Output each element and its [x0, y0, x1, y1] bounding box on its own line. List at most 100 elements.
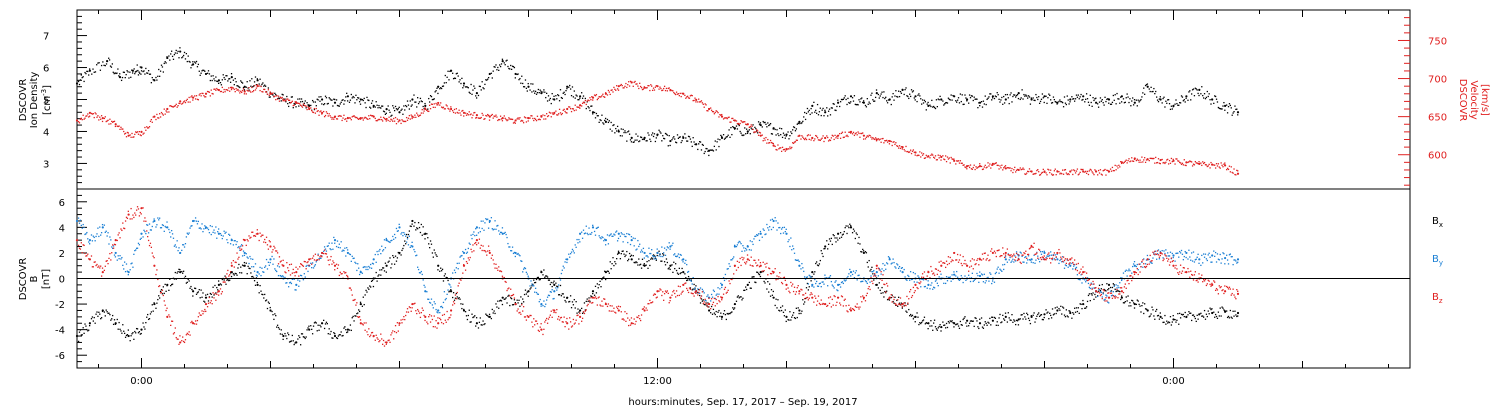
interp-point [388, 241, 390, 243]
interp-point [976, 167, 978, 169]
interp-point [457, 298, 459, 300]
interp-point [1025, 318, 1027, 320]
interp-point [1154, 318, 1156, 320]
interp-point [1015, 171, 1017, 173]
interp-point [797, 259, 799, 261]
interp-point [319, 257, 321, 259]
interp-point [581, 231, 583, 233]
interp-point [573, 90, 575, 92]
interp-point [194, 217, 197, 219]
interp-point [268, 96, 270, 98]
interp-point [407, 233, 410, 236]
interp-point [1132, 97, 1134, 99]
interp-point [435, 102, 437, 105]
interp-point [191, 95, 193, 97]
interp-point [1054, 307, 1056, 309]
interp-point [449, 70, 451, 73]
interp-point [238, 86, 240, 88]
interp-point [558, 108, 561, 111]
interp-point [126, 131, 129, 134]
interp-point [242, 250, 245, 252]
data-point [475, 226, 478, 229]
interp-point [145, 321, 147, 324]
interp-point [308, 325, 310, 327]
interp-point [552, 98, 554, 100]
interp-point [1140, 161, 1142, 163]
interp-point [208, 232, 211, 234]
interp-point [817, 285, 820, 288]
interp-point [288, 341, 291, 343]
interp-point [535, 119, 538, 122]
interp-point [531, 285, 533, 287]
interp-point [146, 72, 148, 74]
interp-point [1157, 100, 1160, 103]
interp-point [646, 140, 648, 142]
interp-point [922, 102, 925, 104]
interp-point [170, 236, 172, 238]
interp-point [508, 117, 510, 119]
interp-point [947, 276, 950, 279]
interp-point [764, 282, 766, 284]
interp-point [160, 288, 163, 291]
interp-point [208, 91, 211, 93]
interp-point [815, 135, 818, 137]
interp-point [229, 234, 231, 236]
interp-point [615, 231, 617, 233]
interp-point [1003, 319, 1006, 321]
interp-point [338, 334, 340, 336]
interp-point [781, 136, 784, 139]
interp-point [1222, 166, 1224, 168]
data-point [604, 92, 608, 95]
interp-point [886, 290, 888, 292]
interp-point [968, 165, 970, 167]
interp-point [1090, 293, 1092, 295]
data-point [424, 290, 427, 293]
data-point [359, 98, 362, 101]
data-point [901, 146, 904, 149]
interp-point [663, 87, 665, 90]
interp-point [549, 97, 551, 100]
interp-point [886, 100, 888, 102]
interp-point [302, 103, 305, 105]
interp-point [503, 62, 505, 64]
interp-point [965, 97, 967, 99]
interp-point [700, 100, 703, 102]
interp-point [978, 166, 980, 168]
interp-point [932, 106, 934, 108]
interp-point [815, 282, 817, 285]
interp-point [479, 317, 481, 319]
interp-point [642, 247, 645, 250]
interp-point [256, 84, 258, 86]
interp-point [291, 278, 293, 281]
interp-point [891, 144, 893, 147]
interp-point [253, 270, 256, 272]
interp-point [290, 340, 293, 342]
interp-point [728, 129, 730, 131]
interp-point [801, 122, 803, 124]
data-point [682, 258, 685, 261]
interp-point [639, 251, 642, 253]
interp-point [793, 252, 796, 254]
interp-point [551, 92, 553, 95]
interp-point [483, 118, 485, 120]
interp-point [924, 157, 927, 159]
interp-point [985, 280, 987, 282]
interp-point [1036, 96, 1038, 99]
interp-point [829, 114, 832, 116]
interp-point [439, 311, 441, 314]
interp-point [1015, 260, 1017, 262]
data-point [669, 264, 672, 267]
interp-point [943, 158, 945, 160]
interp-point [273, 318, 275, 321]
interp-point [557, 113, 560, 115]
interp-point [155, 118, 157, 121]
interp-point [430, 95, 433, 98]
interp-point [402, 120, 404, 122]
interp-point [186, 281, 188, 283]
interp-point [346, 100, 349, 102]
interp-point [292, 340, 294, 342]
interp-point [409, 225, 411, 227]
interp-point [685, 97, 687, 99]
interp-point [652, 254, 655, 256]
interp-point [801, 262, 803, 265]
